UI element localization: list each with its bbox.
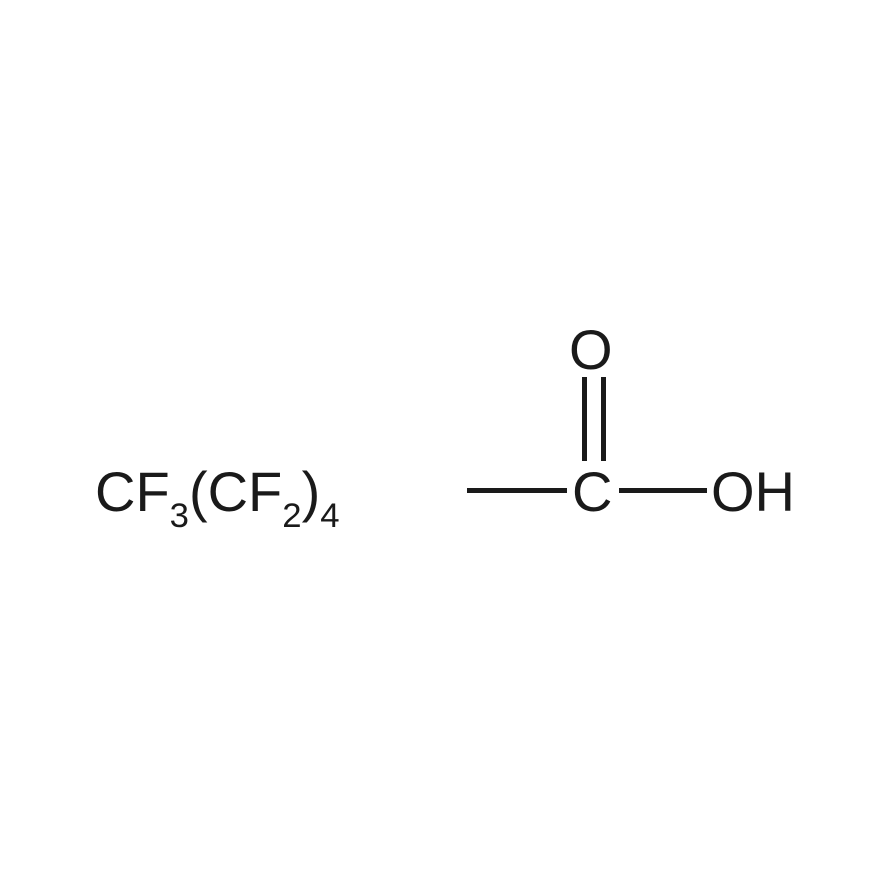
chemical-structure: CF3(CF2)4 C O OH bbox=[0, 0, 890, 890]
bond-chain-c bbox=[467, 488, 567, 493]
bond-double-right bbox=[601, 377, 606, 461]
chain-open: (CF bbox=[189, 460, 282, 523]
chain-sub3: 3 bbox=[170, 497, 189, 535]
atom-chain: CF3(CF2)4 bbox=[95, 464, 340, 530]
bond-double-left bbox=[582, 377, 587, 461]
bond-c-oh bbox=[619, 488, 707, 493]
atom-hydroxyl: OH bbox=[711, 464, 795, 520]
atom-carbon: C bbox=[572, 464, 612, 520]
chain-close: ) bbox=[302, 460, 321, 523]
chain-cf: CF bbox=[95, 460, 170, 523]
atom-oxygen-top: O bbox=[569, 322, 613, 378]
chain-sub4: 4 bbox=[320, 497, 339, 535]
chain-sub2: 2 bbox=[282, 497, 301, 535]
